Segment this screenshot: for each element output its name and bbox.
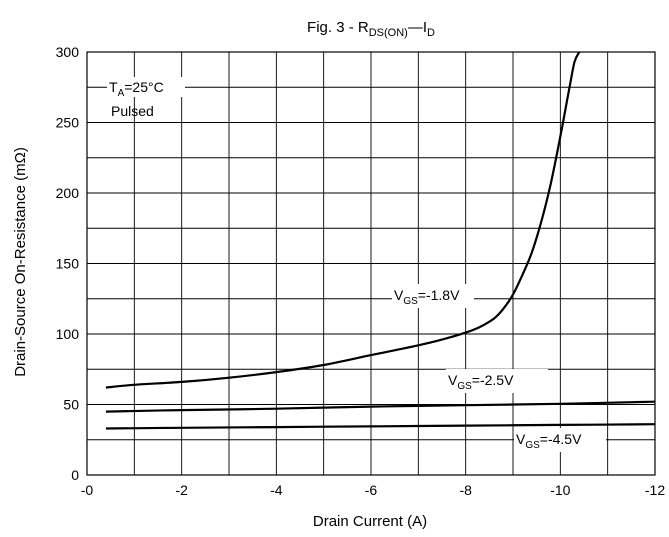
series-label-bg — [392, 284, 474, 308]
x-tick-label: -2 — [175, 482, 188, 498]
condition-temperature: TA=25°C — [109, 79, 164, 99]
y-tick-label: 50 — [63, 397, 79, 413]
x-tick-labels: -0 -2 -4 -6 -8 -10 -12 — [81, 482, 666, 498]
series-label-bg — [514, 428, 606, 452]
condition-mode: Pulsed — [111, 103, 154, 119]
y-tick-labels: 0 50 100 150 200 250 300 — [56, 44, 80, 483]
x-tick-label: -6 — [365, 482, 378, 498]
y-tick-label: 0 — [71, 467, 79, 483]
x-tick-label: -8 — [459, 482, 472, 498]
x-axis-label: Drain Current (A) — [313, 513, 427, 530]
x-tick-label: -10 — [550, 482, 570, 498]
x-tick-label: -12 — [645, 482, 665, 498]
chart-title: Fig. 3 - RDS(ON)—ID — [307, 19, 435, 39]
y-tick-label: 100 — [56, 326, 80, 342]
series-layer — [105, 52, 655, 430]
grid — [87, 52, 655, 475]
y-tick-label: 250 — [56, 115, 80, 131]
series-label-vgs-1-8v: VGS=-1.8V — [394, 287, 460, 307]
series-labels: VGS=-1.8V VGS=-2.5V VGS=-4.5V — [392, 284, 606, 452]
series-vgs-4-5v-line — [105, 423, 655, 430]
series-vgs-2-5v-line — [105, 400, 655, 413]
y-tick-label: 200 — [56, 185, 80, 201]
y-tick-label: 150 — [56, 256, 80, 272]
condition-box — [107, 77, 185, 97]
series-vgs-1-8v-line — [105, 52, 581, 389]
plot-frame — [86, 51, 656, 476]
series-label-vgs-4-5v: VGS=-4.5V — [516, 431, 582, 451]
series-label-bg — [446, 369, 548, 393]
x-tick-label: -0 — [81, 482, 94, 498]
series-label-vgs-2-5v: VGS=-2.5V — [448, 372, 514, 392]
x-tick-label: -4 — [270, 482, 283, 498]
y-tick-label: 300 — [56, 44, 80, 60]
y-axis-label: Drain-Source On-Resistance (mΩ) — [12, 147, 29, 377]
